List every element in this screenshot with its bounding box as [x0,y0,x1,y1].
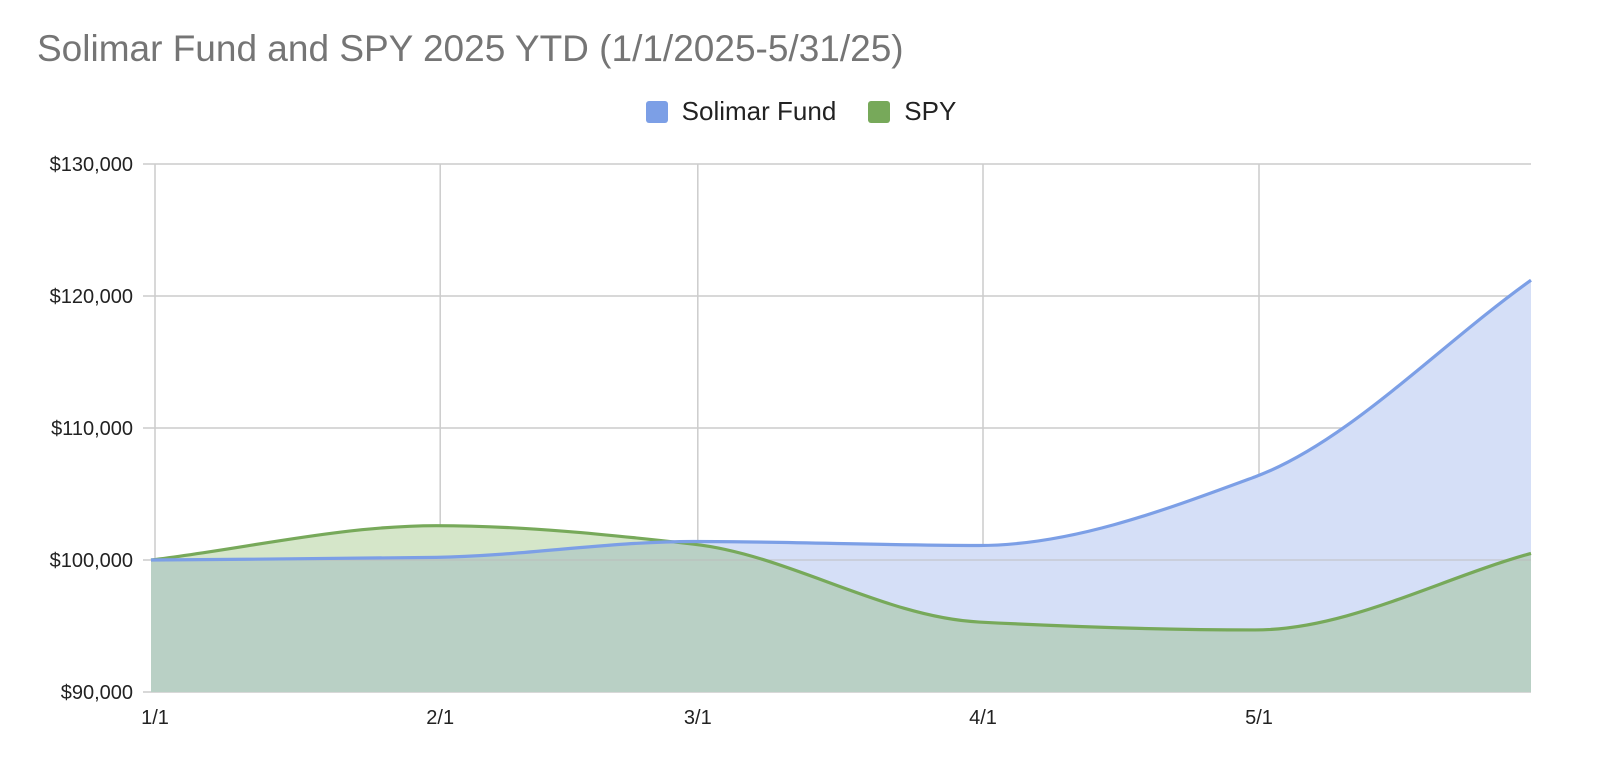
legend-swatch-spy [868,100,891,123]
legend-label-solimar: Solimar Fund [681,96,837,126]
legend-item-solimar[interactable]: Solimar Fund [645,96,837,127]
solimar-line [150,278,1532,562]
spy-line [150,524,1532,632]
chart-title: Solimar Fund and SPY 2025 YTD (1/1/2025-… [37,28,904,69]
line-layer [150,278,1532,632]
x-tick-label: 1/1 [141,707,169,729]
axis-label-layer: $90,000 $100,000 $110,000 $120,000 $130,000 1… [50,154,1273,729]
y-tick-label: $130,000 [50,154,133,176]
legend-swatch-solimar [645,100,668,123]
y-tick-label: $110,000 [51,418,133,440]
x-tick-label: 4/1 [969,707,997,729]
x-tick-label: 2/1 [426,707,454,729]
legend-label-spy: SPY [904,96,957,126]
chart-legend: Solimar Fund SPY [0,96,1602,127]
y-tick-label: $100,000 [50,550,133,572]
x-tick-label: 3/1 [684,707,712,729]
area-layer [151,280,1531,692]
legend-item-spy[interactable]: SPY [868,96,956,127]
x-tick-label: 5/1 [1245,707,1273,729]
y-tick-label: $120,000 [50,286,133,308]
y-tick-label: $90,000 [61,682,133,704]
